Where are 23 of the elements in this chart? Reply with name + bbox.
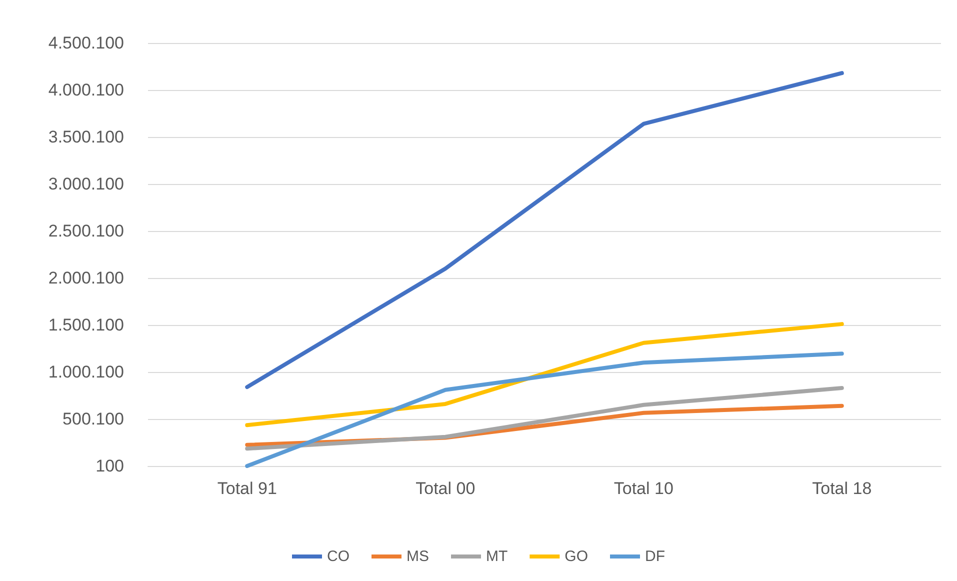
y-tick-label: 4.000.100 [48,80,124,100]
legend-label: DF [645,548,665,565]
y-tick-label: 3.000.100 [48,174,124,194]
line-series [245,322,844,428]
line-series [245,386,844,451]
y-tick-label: 500.100 [62,410,124,428]
x-tick-label: Total 00 [416,479,476,498]
x-tick-label: Total 91 [217,479,277,498]
y-tick-label: 2.000.100 [48,268,124,288]
legend-label: CO [327,548,350,565]
y-tick-label: 4.500.100 [48,34,124,52]
legend-label: GO [564,548,588,565]
legend-label: MS [406,548,430,565]
y-tick-label: 100 [96,456,124,476]
y-tick-label: 1.000.100 [48,362,124,382]
line-series [245,71,844,390]
line-series [245,352,844,468]
x-tick-label: Total 18 [812,479,872,498]
legend-label: MT [486,548,508,565]
y-tick-label: 1.500.100 [48,316,124,334]
y-tick-label: 3.500.100 [48,128,124,146]
y-tick-label: 2.500.100 [48,222,124,240]
x-tick-label: Total 10 [614,479,674,498]
